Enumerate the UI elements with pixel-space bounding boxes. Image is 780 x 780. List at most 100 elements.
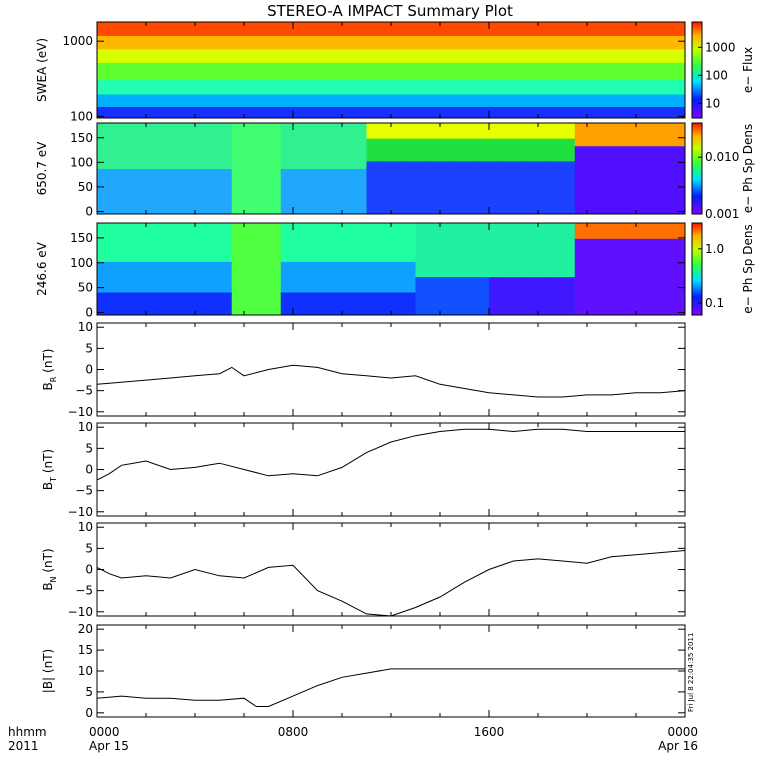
heatmap-cell	[268, 276, 282, 285]
colorbar-tick-label: 0.001	[705, 207, 739, 221]
heatmap-cell	[207, 299, 220, 308]
heatmap-cell	[280, 183, 294, 192]
heatmap-cell	[207, 238, 220, 247]
heatmap-cell	[109, 292, 122, 301]
heatmap-cell	[660, 292, 674, 301]
y-tick-label: 100	[70, 109, 93, 123]
heatmap-cell	[121, 299, 135, 308]
heatmap-cell	[378, 299, 392, 308]
heatmap-cell	[538, 123, 551, 132]
heatmap-cell	[305, 261, 318, 270]
heatmap-cell	[513, 284, 527, 293]
heatmap-cell	[574, 138, 588, 147]
heatmap-cell	[415, 160, 429, 169]
heatmap-cell	[170, 230, 184, 239]
heatmap-cell	[672, 183, 686, 192]
heatmap-cell	[231, 160, 245, 169]
heatmap-cell	[268, 299, 282, 308]
heatmap-cell	[538, 130, 551, 139]
heatmap-cell	[660, 253, 674, 262]
heatmap-cell	[354, 246, 367, 255]
heatmap-cell	[146, 138, 159, 147]
heatmap-cell	[305, 153, 318, 162]
heatmap-cell	[636, 191, 649, 200]
heatmap-cell	[231, 153, 245, 162]
heatmap-cell	[378, 276, 392, 285]
heatmap-band	[97, 35, 685, 50]
colorbar-label: e− Ph Sp Dens	[741, 124, 755, 213]
heatmap-cell	[574, 176, 588, 185]
heatmap-cell	[207, 284, 220, 293]
heatmap-cell	[268, 284, 282, 293]
heatmap-cell	[452, 230, 465, 239]
heatmap-cell	[293, 160, 306, 169]
heatmap-cell	[648, 153, 661, 162]
heatmap-cell	[415, 230, 429, 239]
heatmap-cell	[672, 269, 686, 278]
heatmap-cell	[268, 223, 282, 232]
series-line	[96, 550, 686, 617]
heatmap-cell	[672, 246, 686, 255]
heatmap-cell	[170, 168, 184, 177]
heatmap-cell	[133, 299, 147, 308]
heatmap-cell	[219, 191, 233, 200]
heatmap-cell	[391, 168, 404, 177]
heatmap-cell	[170, 307, 184, 316]
heatmap-cell	[415, 145, 429, 154]
heatmap-cell	[378, 246, 392, 255]
heatmap-cell	[489, 123, 502, 132]
heatmap-cell	[109, 223, 122, 232]
heatmap-cell	[440, 160, 453, 169]
heatmap-cell	[415, 206, 429, 215]
heatmap-cell	[109, 183, 122, 192]
heatmap-cell	[391, 160, 404, 169]
heatmap-cell	[440, 261, 453, 270]
heatmap-cell	[133, 123, 147, 132]
heatmap-cell	[415, 276, 429, 285]
heatmap-cell	[219, 160, 233, 169]
heatmap-cell	[403, 276, 416, 285]
heatmap-cell	[550, 198, 563, 207]
heatmap-cell	[427, 160, 441, 169]
heatmap-cell	[550, 253, 563, 262]
heatmap-cell	[133, 230, 147, 239]
heatmap-cell	[207, 198, 220, 207]
heatmap-cell	[538, 246, 551, 255]
heatmap-cell	[550, 238, 563, 247]
heatmap-cell	[305, 307, 318, 316]
heatmap-cell	[501, 276, 514, 285]
heatmap-cell	[109, 284, 122, 293]
heatmap-cell	[464, 153, 478, 162]
heatmap-cell	[244, 299, 257, 308]
heatmap-cell	[280, 307, 294, 316]
heatmap-cell	[648, 238, 661, 247]
heatmap-cell	[219, 223, 233, 232]
heatmap-cell	[109, 168, 122, 177]
heatmap-cell	[440, 238, 453, 247]
series-line	[96, 668, 685, 707]
heatmap-cell	[268, 160, 282, 169]
heatmap-cell	[342, 230, 355, 239]
heatmap-cell	[440, 123, 453, 132]
x-tick-label: Apr 16	[658, 739, 698, 753]
heatmap-cell	[133, 191, 147, 200]
heatmap-cell	[636, 292, 649, 301]
heatmap-cell	[440, 183, 453, 192]
heatmap-cell	[329, 138, 343, 147]
heatmap-cell	[415, 123, 429, 132]
heatmap-cell	[170, 160, 184, 169]
heatmap-cell	[476, 284, 490, 293]
colorbar-tick-label: 100	[705, 68, 728, 82]
heatmap-cell	[660, 191, 674, 200]
heatmap-cell	[660, 230, 674, 239]
heatmap-cell	[244, 130, 257, 139]
heatmap-cell	[219, 183, 233, 192]
heatmap-cell	[660, 145, 674, 154]
heatmap-cell	[611, 183, 625, 192]
heatmap-cell	[427, 307, 441, 316]
heatmap-cell	[354, 183, 367, 192]
heatmap-cell	[244, 123, 257, 132]
heatmap-cell	[280, 153, 294, 162]
heatmap-cell	[660, 238, 674, 247]
heatmap-cell	[574, 284, 588, 293]
